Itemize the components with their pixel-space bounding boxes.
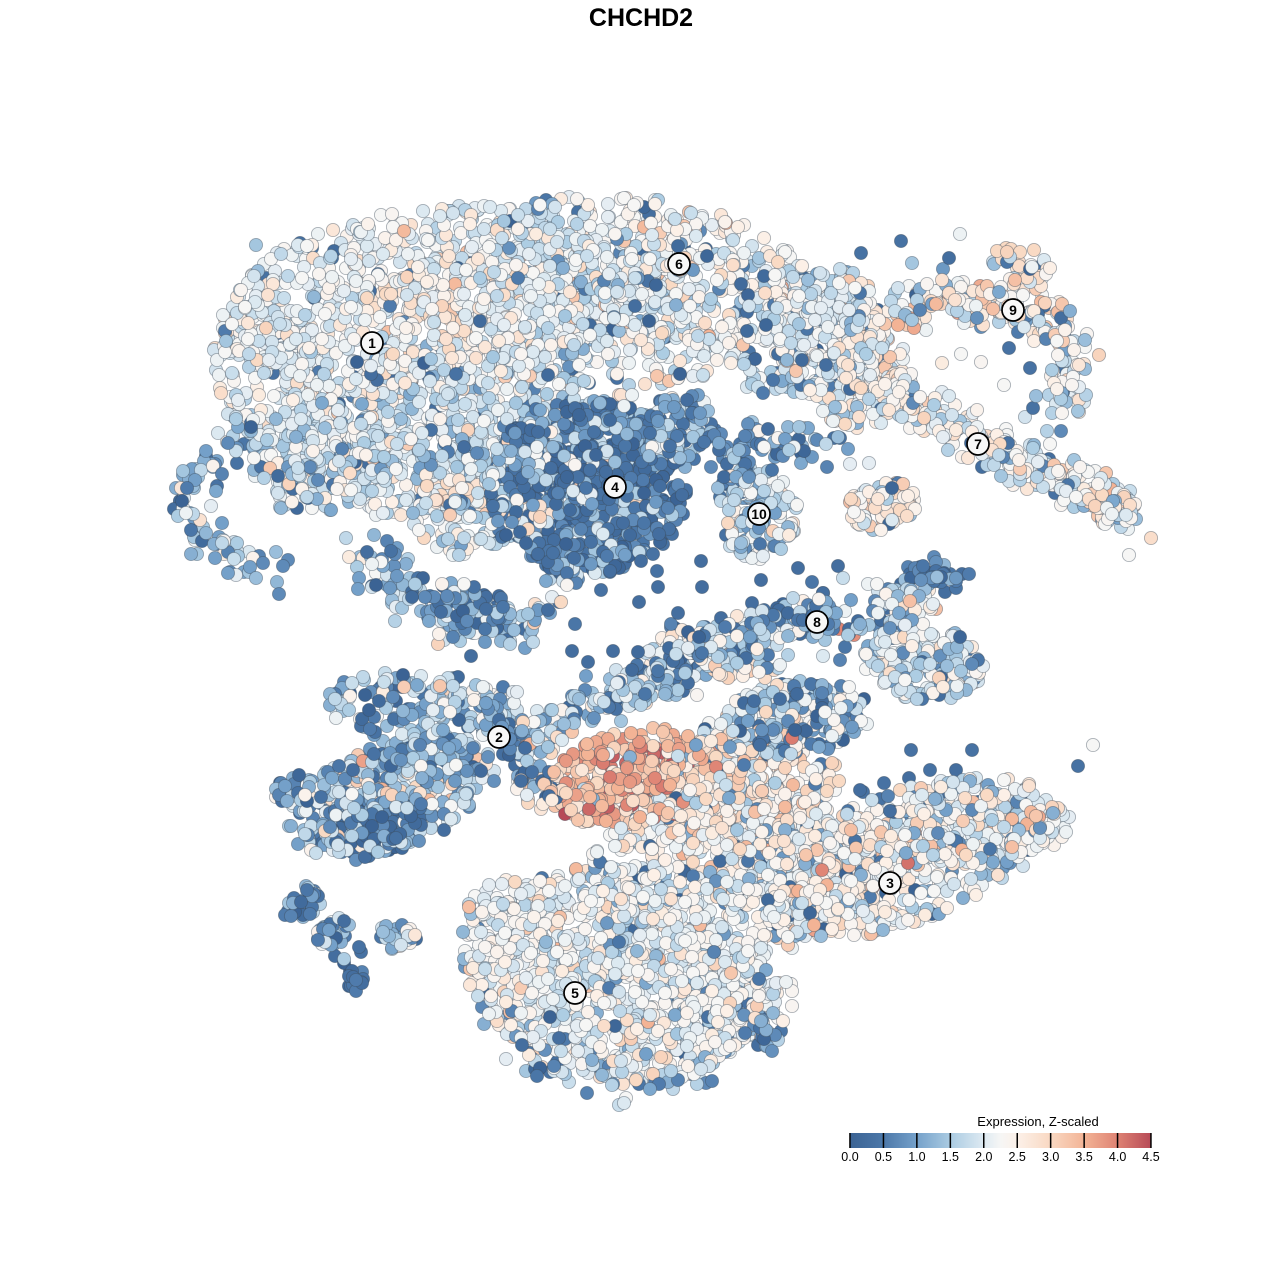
svg-text:CHCHD2: CHCHD2	[589, 4, 693, 32]
